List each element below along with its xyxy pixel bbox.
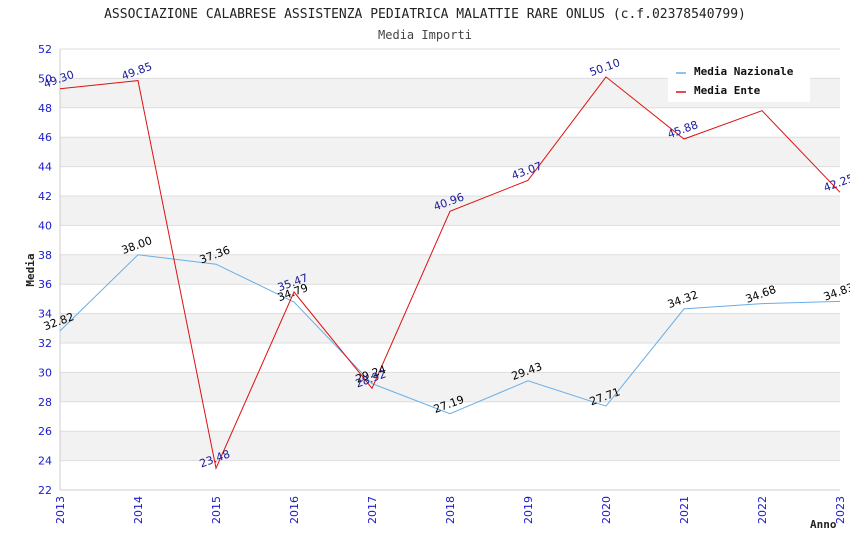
legend: Media Nazionale Media Ente	[668, 58, 810, 102]
y-tick-label: 52	[38, 43, 52, 56]
x-tick-label: 2020	[600, 496, 613, 524]
legend-box	[668, 58, 810, 102]
plot-band	[60, 284, 840, 314]
plot-band	[60, 166, 840, 196]
y-tick-label: 40	[38, 219, 52, 232]
plot-band	[60, 225, 840, 255]
series-line-media-ente	[59, 76, 841, 470]
x-tick-label: 2018	[444, 496, 457, 524]
y-tick-label: 38	[38, 249, 52, 262]
plot-band	[60, 401, 840, 432]
chart-subtitle: Media Importi	[378, 28, 472, 42]
series-lines	[59, 76, 841, 470]
chart-title: ASSOCIAZIONE CALABRESE ASSISTENZA PEDIAT…	[104, 7, 746, 22]
y-axis-ticks: 22 24 26 28 30 32 34 36 38 40 42 44 46 48 50 52	[38, 43, 52, 497]
plot-band	[60, 431, 840, 461]
y-tick-label: 46	[38, 131, 52, 144]
series-line-media-nazionale	[59, 254, 841, 415]
x-tick-label: 2014	[132, 496, 145, 524]
x-axis-ticks: 2013 2014 2015 2016 2017 2018 2019 2020 2021 2022…	[54, 496, 847, 524]
plot-band	[60, 372, 840, 402]
plot-band	[60, 254, 840, 285]
plot-band	[60, 460, 840, 490]
x-axis-label: Anno	[810, 518, 837, 531]
x-tick-label: 2016	[288, 496, 301, 524]
x-tick-label: 2019	[522, 496, 535, 524]
x-tick-label: 2013	[54, 496, 67, 524]
x-tick-label: 2021	[678, 496, 691, 524]
plot-background-bands	[60, 49, 840, 490]
x-tick-label: 2023	[834, 496, 847, 524]
y-tick-label: 34	[38, 308, 52, 321]
y-tick-label: 44	[38, 161, 52, 174]
y-tick-label: 32	[38, 337, 52, 350]
y-axis-label: Media	[24, 253, 37, 286]
legend-label-media-ente: Media Ente	[694, 84, 761, 97]
plot-band	[60, 313, 840, 343]
gridlines	[59, 48, 840, 491]
y-tick-label: 24	[38, 455, 52, 468]
x-tick-label: 2015	[210, 496, 223, 524]
legend-label-media-nazionale: Media Nazionale	[694, 65, 794, 78]
y-tick-label: 22	[38, 484, 52, 497]
y-tick-label: 28	[38, 396, 52, 409]
x-tick-label: 2022	[756, 496, 769, 524]
plot-band	[60, 196, 840, 226]
y-tick-label: 26	[38, 425, 52, 438]
y-tick-label: 48	[38, 102, 52, 115]
y-tick-label: 36	[38, 278, 52, 291]
plot-band	[60, 137, 840, 167]
plot-band	[60, 107, 840, 138]
y-tick-label: 30	[38, 366, 52, 379]
x-tick-label: 2017	[366, 496, 379, 524]
plot-band	[60, 343, 840, 373]
y-tick-label: 50	[38, 72, 52, 85]
y-tick-label: 42	[38, 190, 52, 203]
